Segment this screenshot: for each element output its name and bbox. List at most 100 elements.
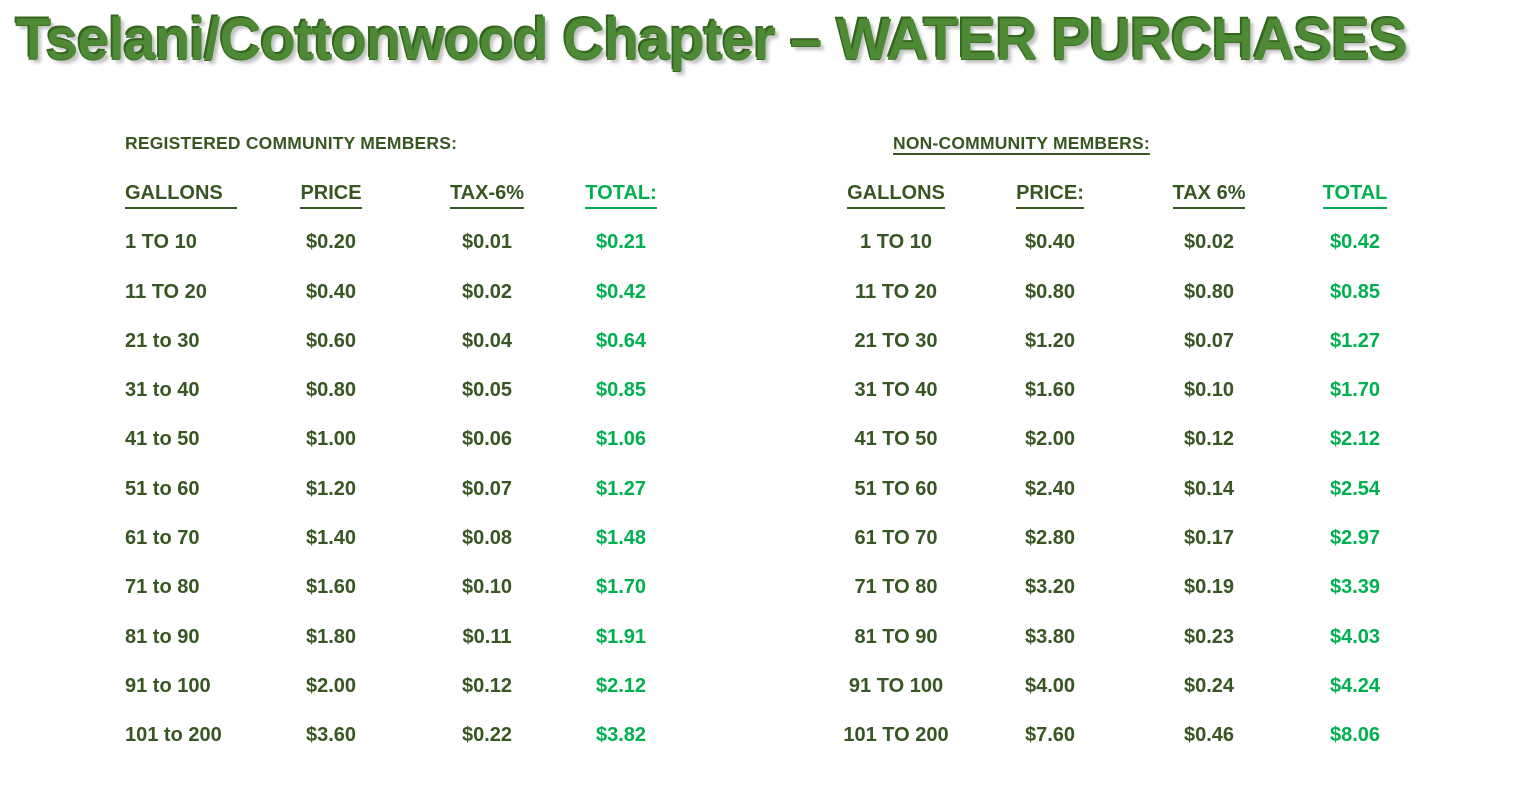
gallons-range-cell: 41 to 50 — [125, 428, 200, 451]
community-section-title: REGISTERED COMMUNITY MEMBERS: — [125, 133, 458, 153]
gallons-range-cell: 61 to 70 — [125, 527, 200, 550]
amount-cell: $0.07 — [1183, 329, 1235, 352]
gallons-range-cell: 41 TO 50 — [854, 428, 938, 451]
amount-cell: $0.10 — [1183, 379, 1235, 402]
total-cell: $1.70 — [1329, 379, 1381, 402]
amount-cell: $0.24 — [1183, 674, 1235, 697]
total-cell: $8.06 — [1329, 724, 1381, 747]
total-cell: $1.06 — [595, 428, 647, 451]
total-cell: $1.27 — [1329, 329, 1381, 352]
total-cell: $2.12 — [1329, 428, 1381, 451]
amount-cell: $1.60 — [305, 576, 357, 599]
amount-cell: $1.40 — [305, 527, 357, 550]
community-rates-table: GALLONS PRICE TAX-6% TOTAL: 1 TO 10 $0.20… — [125, 181, 665, 773]
amount-cell: $7.60 — [1024, 724, 1076, 747]
non-community-column-header-total: TOTAL — [1270, 181, 1440, 209]
total-cell: $3.82 — [595, 724, 647, 747]
amount-cell: $0.20 — [305, 231, 357, 254]
total-cell: $0.85 — [595, 379, 647, 402]
total-cell: $1.70 — [595, 576, 647, 599]
gallons-range-cell: 81 to 90 — [125, 625, 200, 648]
total-cell: $1.91 — [595, 625, 647, 648]
total-cell: $2.54 — [1329, 477, 1381, 500]
total-cell: $2.97 — [1329, 527, 1381, 550]
amount-cell: $0.80 — [1183, 280, 1235, 303]
gallons-range-cell: 101 TO 200 — [843, 724, 949, 747]
gallons-range-cell: 11 TO 20 — [855, 280, 937, 303]
amount-cell: $0.80 — [1024, 280, 1076, 303]
total-cell: $2.12 — [595, 674, 647, 697]
gallons-range-cell: 91 to 100 — [125, 674, 211, 697]
amount-cell: $3.20 — [1024, 576, 1076, 599]
gallons-range-cell: 101 to 200 — [125, 724, 222, 747]
total-cell: $4.24 — [1329, 674, 1381, 697]
total-cell: $1.27 — [595, 477, 647, 500]
amount-cell: $0.10 — [461, 576, 513, 599]
amount-cell: $0.60 — [305, 329, 357, 352]
gallons-range-cell: 51 TO 60 — [854, 477, 938, 500]
amount-cell: $0.40 — [305, 280, 357, 303]
amount-cell: $0.11 — [462, 625, 512, 648]
amount-cell: $0.02 — [1183, 231, 1235, 254]
gallons-range-cell: 21 to 30 — [125, 329, 200, 352]
amount-cell: $0.02 — [461, 280, 513, 303]
amount-cell: $0.06 — [461, 428, 513, 451]
amount-cell: $0.40 — [1024, 231, 1076, 254]
total-cell: $0.21 — [595, 231, 647, 254]
gallons-range-cell: 51 to 60 — [125, 477, 200, 500]
amount-cell: $1.60 — [1024, 379, 1076, 402]
page-title: Tselani/Cottonwood Chapter – WATER PURCH… — [16, 7, 1408, 72]
non-community-column-header-price: PRICE: — [952, 181, 1148, 209]
amount-cell: $2.00 — [1024, 428, 1076, 451]
amount-cell: $0.01 — [461, 231, 513, 254]
amount-cell: $0.08 — [461, 527, 513, 550]
community-column-header-gallons: GALLONS — [125, 181, 265, 209]
gallons-range-cell: 1 TO 10 — [860, 231, 932, 254]
total-cell: $1.48 — [595, 527, 647, 550]
amount-cell: $0.80 — [305, 379, 357, 402]
total-cell: $0.85 — [1329, 280, 1381, 303]
amount-cell: $3.80 — [1024, 625, 1076, 648]
gallons-range-cell: 71 to 80 — [125, 576, 200, 599]
amount-cell: $0.17 — [1183, 527, 1235, 550]
non-community-column-header-gallons: GALLONS — [840, 181, 952, 209]
total-cell: $3.39 — [1329, 576, 1381, 599]
amount-cell: $4.00 — [1024, 674, 1076, 697]
gallons-range-cell: 71 TO 80 — [854, 576, 938, 599]
amount-cell: $1.80 — [305, 625, 357, 648]
amount-cell: $0.23 — [1183, 625, 1235, 648]
total-cell: $0.42 — [595, 280, 647, 303]
amount-cell: $2.40 — [1024, 477, 1076, 500]
amount-cell: $1.20 — [1024, 329, 1076, 352]
amount-cell: $0.12 — [1183, 428, 1235, 451]
amount-cell: $0.14 — [1183, 477, 1235, 500]
community-column-header-total: TOTAL: — [577, 181, 665, 209]
amount-cell: $0.19 — [1183, 576, 1235, 599]
gallons-range-cell: 1 TO 10 — [125, 231, 197, 254]
total-cell: $4.03 — [1329, 625, 1381, 648]
amount-cell: $0.12 — [461, 674, 513, 697]
gallons-range-cell: 91 TO 100 — [848, 674, 944, 697]
non-community-rates-table: GALLONS PRICE: TAX 6% TOTAL 1 TO 10 $0.40… — [840, 181, 1440, 773]
total-cell: $0.64 — [595, 329, 647, 352]
gallons-range-cell: 81 TO 90 — [854, 625, 938, 648]
amount-cell: $0.22 — [461, 724, 513, 747]
amount-cell: $0.46 — [1183, 724, 1235, 747]
gallons-range-cell: 11 TO 20 — [125, 280, 207, 303]
amount-cell: $0.04 — [461, 329, 513, 352]
amount-cell: $2.00 — [305, 674, 357, 697]
amount-cell: $0.05 — [461, 379, 513, 402]
community-column-header-tax: TAX-6% — [397, 181, 577, 209]
gallons-range-cell: 61 TO 70 — [854, 527, 938, 550]
total-cell: $0.42 — [1329, 231, 1381, 254]
amount-cell: $1.00 — [305, 428, 357, 451]
community-column-header-price: PRICE — [265, 181, 397, 209]
gallons-range-cell: 21 TO 30 — [854, 329, 938, 352]
amount-cell: $2.80 — [1024, 527, 1076, 550]
non-community-section-title: NON-COMMUNITY MEMBERS: — [893, 133, 1150, 153]
amount-cell: $3.60 — [305, 724, 357, 747]
non-community-column-header-tax: TAX 6% — [1148, 181, 1270, 209]
gallons-range-cell: 31 to 40 — [125, 379, 200, 402]
amount-cell: $1.20 — [305, 477, 357, 500]
